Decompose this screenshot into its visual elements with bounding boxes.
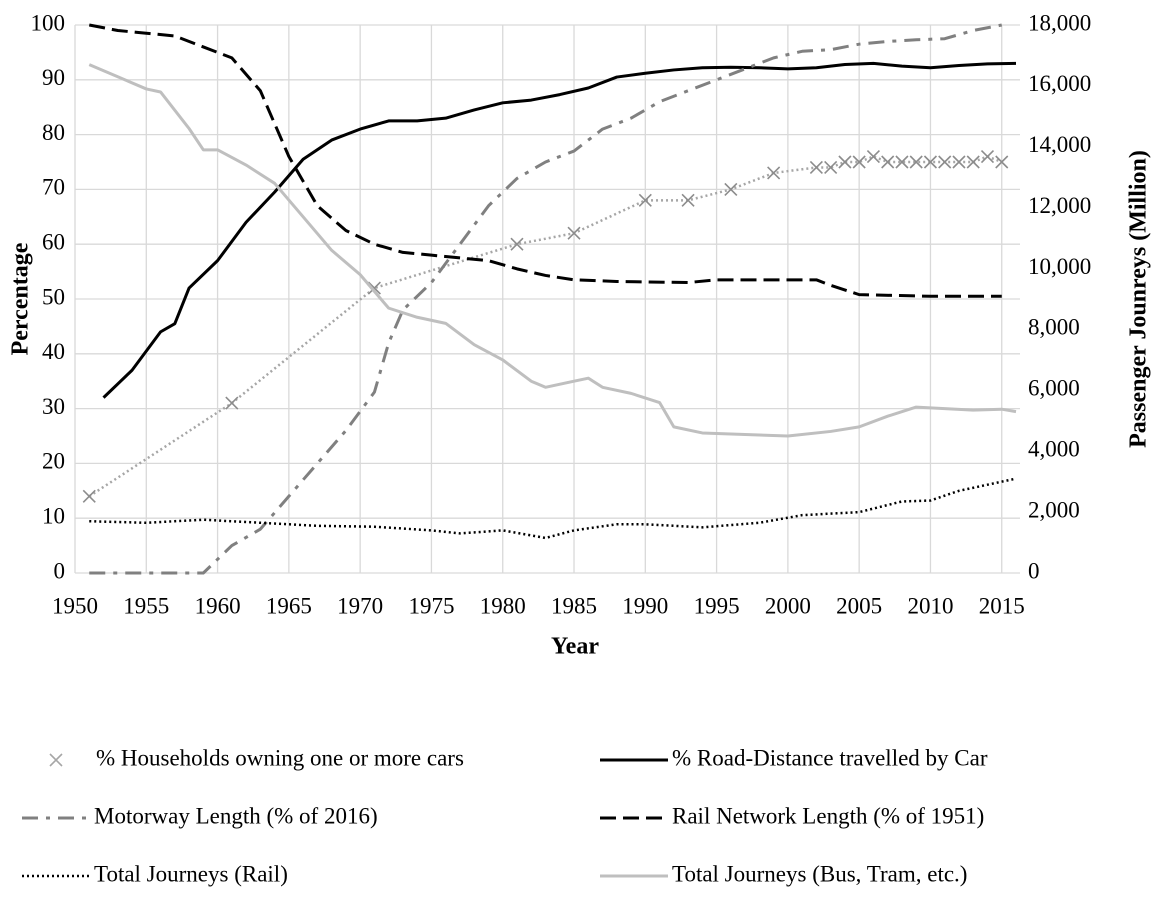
- x-tick-label: 1975: [408, 593, 454, 618]
- series-marker: [909, 155, 923, 169]
- x-tick-label: 1955: [123, 593, 169, 618]
- series-marker: [895, 155, 909, 169]
- y2-tick-label: 18,000: [1028, 10, 1091, 35]
- series-marker: [824, 160, 838, 175]
- series-line: [89, 23, 1003, 575]
- x-tick-label: 2000: [765, 593, 811, 618]
- series-marker: [809, 160, 823, 175]
- y-tick-label: 90: [42, 65, 65, 90]
- series-marker: [952, 155, 966, 169]
- y2-tick-label: 8,000: [1028, 315, 1080, 340]
- x-tick-label: 1980: [480, 593, 526, 618]
- series-marker: [367, 281, 381, 295]
- x-tick-label: 2005: [836, 593, 882, 618]
- series-line: [88, 155, 1003, 498]
- legend-text: Total Journeys (Bus, Tram, etc.): [672, 861, 967, 886]
- y-axis-title: Percentage: [8, 242, 34, 355]
- x-tick-label: 2015: [979, 593, 1025, 618]
- x-tick-label: 1950: [52, 593, 98, 618]
- legend-text: Total Journeys (Rail): [94, 861, 288, 886]
- series-marker: [852, 155, 866, 169]
- y-tick-label: 40: [42, 339, 65, 364]
- series-marker: [638, 193, 652, 207]
- series-marker: [567, 226, 581, 240]
- y2-tick-label: 10,000: [1028, 254, 1091, 279]
- y-tick-label: 30: [42, 394, 65, 419]
- series-marker: [724, 182, 738, 196]
- y-tick-label: 80: [42, 120, 65, 145]
- legend-text: Motorway Length (% of 2016): [94, 803, 378, 828]
- x-axis-title: Year: [551, 634, 599, 660]
- y-tick-label: 100: [31, 10, 66, 35]
- series-marker: [82, 489, 96, 503]
- y-tick-label: 20: [42, 449, 65, 474]
- x-tick-label: 1985: [551, 593, 597, 618]
- x-tick-label: 1990: [622, 593, 668, 618]
- y-tick-label: 70: [42, 175, 65, 200]
- series-marker: [866, 149, 880, 164]
- series-line: [88, 63, 1017, 438]
- series-marker: [838, 155, 852, 169]
- y-tick-label: 10: [42, 503, 65, 528]
- series-marker: [966, 155, 980, 169]
- y2-axis-title: Passenger Jounreys (Million): [1126, 150, 1152, 448]
- legend-text: Rail Network Length (% of 1951): [672, 803, 984, 828]
- series-marker: [225, 396, 239, 410]
- series-marker: [681, 193, 695, 207]
- y2-tick-label: 4,000: [1028, 437, 1080, 462]
- series-line: [89, 477, 1017, 540]
- series-marker: [923, 155, 938, 169]
- x-tick-label: 1960: [195, 593, 241, 618]
- x-tick-label: 2010: [907, 593, 953, 618]
- y2-tick-label: 0: [1028, 558, 1040, 583]
- legend-text: % Households owning one or more cars: [96, 745, 464, 770]
- series-marker: [980, 149, 995, 164]
- legend-marker: [49, 753, 63, 767]
- x-tick-label: 1970: [337, 593, 383, 618]
- y2-tick-label: 2,000: [1028, 497, 1080, 522]
- y2-tick-label: 16,000: [1028, 71, 1091, 96]
- series-line: [88, 23, 1002, 298]
- series-marker: [881, 155, 895, 169]
- series-marker: [767, 166, 781, 180]
- y-tick-label: 0: [54, 558, 66, 583]
- y2-tick-label: 6,000: [1028, 376, 1080, 401]
- y2-tick-label: 14,000: [1028, 132, 1091, 157]
- y2-tick-label: 12,000: [1028, 193, 1091, 218]
- series-marker: [995, 155, 1009, 169]
- y-tick-label: 50: [42, 284, 65, 309]
- series-marker: [938, 155, 952, 169]
- series-line: [102, 61, 1017, 399]
- x-tick-label: 1995: [694, 593, 740, 618]
- x-tick-label: 1965: [266, 593, 312, 618]
- legend-text: % Road-Distance travelled by Car: [672, 745, 988, 770]
- series-marker: [510, 237, 524, 251]
- y-tick-label: 60: [42, 229, 65, 254]
